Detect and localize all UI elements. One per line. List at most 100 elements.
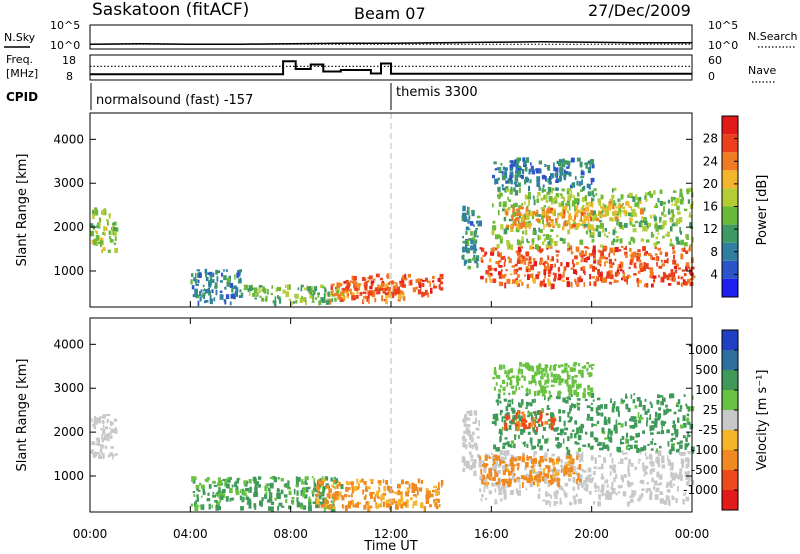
velocity-marks-cell: [638, 432, 640, 438]
velocity-marks-cell: [358, 483, 360, 489]
velocity-marks-cell: [630, 499, 634, 503]
power-marks-cell: [533, 227, 536, 231]
power-marks-cell: [536, 198, 540, 203]
power-marks-cell: [669, 218, 673, 223]
velocity-marks-cell: [467, 430, 471, 436]
velocity-marks-cell: [502, 442, 506, 446]
velocity-marks-cell: [221, 493, 224, 497]
power-marks-cell: [651, 233, 655, 238]
velocity-marks-cell: [609, 464, 613, 469]
power-marks-cell: [629, 262, 633, 265]
velocity-marks-cell: [557, 482, 560, 487]
power-marks-cell: [495, 234, 499, 240]
velocity-marks-cell: [515, 425, 518, 431]
velocity-marks-cell: [542, 435, 544, 439]
power-marks-cell: [609, 204, 613, 207]
velocity-marks-cell: [548, 390, 551, 395]
velocity-marks-cell: [248, 503, 252, 509]
velocity-marks-cell: [533, 429, 537, 434]
power-marks-cell: [583, 219, 587, 223]
velocity-marks-cell: [498, 364, 503, 370]
power-marks-cell: [484, 251, 488, 255]
velocity-marks-cell: [550, 424, 554, 431]
power-marks-cell: [547, 241, 551, 246]
power-marks-cell: [498, 252, 502, 258]
power-marks-cell: [642, 246, 646, 252]
power-marks-cell: [112, 239, 114, 243]
velocity-marks-cell: [666, 482, 670, 487]
power-marks-cell: [335, 290, 339, 295]
velocity-marks-cell: [529, 469, 532, 476]
velocity-marks-cell: [588, 474, 592, 478]
velocity-marks-cell: [654, 495, 658, 499]
power-marks-cell: [615, 211, 619, 214]
power-marks-cell: [498, 253, 500, 257]
velocity-marks-cell: [426, 494, 431, 499]
power-marks-cell: [529, 245, 533, 250]
power-marks-cell: [554, 263, 556, 268]
velocity-marks-cell: [369, 491, 373, 496]
velocity-marks-cell: [499, 460, 503, 464]
velocity-marks-cell: [637, 498, 641, 502]
power-marks-cell: [663, 214, 667, 218]
velocity-marks-cell: [670, 485, 673, 488]
power-marks-cell: [326, 298, 329, 301]
velocity-marks-cell: [271, 506, 274, 512]
power-marks-cell: [490, 248, 493, 253]
velocity-marks-cell: [635, 419, 638, 422]
power-marks-cell: [323, 293, 326, 299]
power-marks-cell: [572, 263, 575, 268]
velocity-marks-cell: [413, 484, 417, 489]
velocity-marks-cell: [538, 461, 542, 468]
velocity-marks-cell: [523, 476, 528, 481]
power-marks-cell: [515, 217, 519, 221]
velocity-marks-cell: [497, 393, 501, 399]
power-marks-cell: [676, 281, 680, 285]
power-marks-cell: [427, 292, 430, 298]
velocity-marks-cell: [102, 420, 105, 425]
power-marks-cell: [576, 283, 580, 287]
power-marks-cell: [481, 259, 484, 263]
power-marks-cell: [637, 249, 641, 252]
power-marks-cell: [591, 197, 593, 203]
velocity-marks-cell: [610, 430, 613, 434]
velocity-marks-cell: [597, 455, 601, 458]
velocity-marks-cell: [580, 468, 583, 471]
velocity-marks-cell: [473, 459, 477, 464]
velocity-marks-cell: [524, 466, 527, 471]
power-marks-cell: [668, 273, 673, 278]
velocity-marks-cell: [522, 454, 525, 459]
velocity-marks-cell: [561, 369, 565, 374]
power-marks-cell: [581, 205, 585, 212]
velocity-marks-cell: [537, 478, 542, 482]
power-marks-cell: [384, 283, 387, 288]
velocity-marks-cell: [488, 456, 492, 459]
velocity-marks-cell: [423, 506, 427, 513]
velocity-marks-cell: [491, 467, 496, 471]
power-marks-cell: [513, 187, 516, 192]
power-marks-cell: [312, 291, 315, 294]
velocity-marks-cell: [494, 488, 497, 493]
velocity-marks-cell: [533, 457, 537, 464]
power-marks-cell: [429, 283, 432, 287]
velocity-marks-cell: [547, 396, 552, 400]
velocity-marks-cell: [685, 457, 689, 463]
velocity-marks-cell: [471, 431, 475, 436]
velocity-marks-cell: [595, 407, 598, 414]
power-marks-cell: [504, 282, 507, 289]
velocity-marks-cell: [638, 458, 641, 462]
power-marks-cell: [473, 254, 476, 259]
power-marks-cell: [503, 216, 507, 222]
date-title: 27/Dec/2009: [588, 1, 691, 20]
velocity-marks-cell: [536, 390, 540, 396]
velocity-marks-cell: [277, 477, 280, 480]
power-marks-cell: [600, 214, 603, 219]
power-marks-cell: [387, 274, 390, 279]
velocity-marks-cell: [464, 438, 467, 443]
power-marks-cell: [247, 288, 250, 293]
power-marks-cell: [682, 247, 686, 252]
velocity-marks-cell: [536, 481, 540, 487]
velocity-marks-cell: [573, 361, 578, 365]
velocity-marks-cell: [587, 467, 592, 473]
